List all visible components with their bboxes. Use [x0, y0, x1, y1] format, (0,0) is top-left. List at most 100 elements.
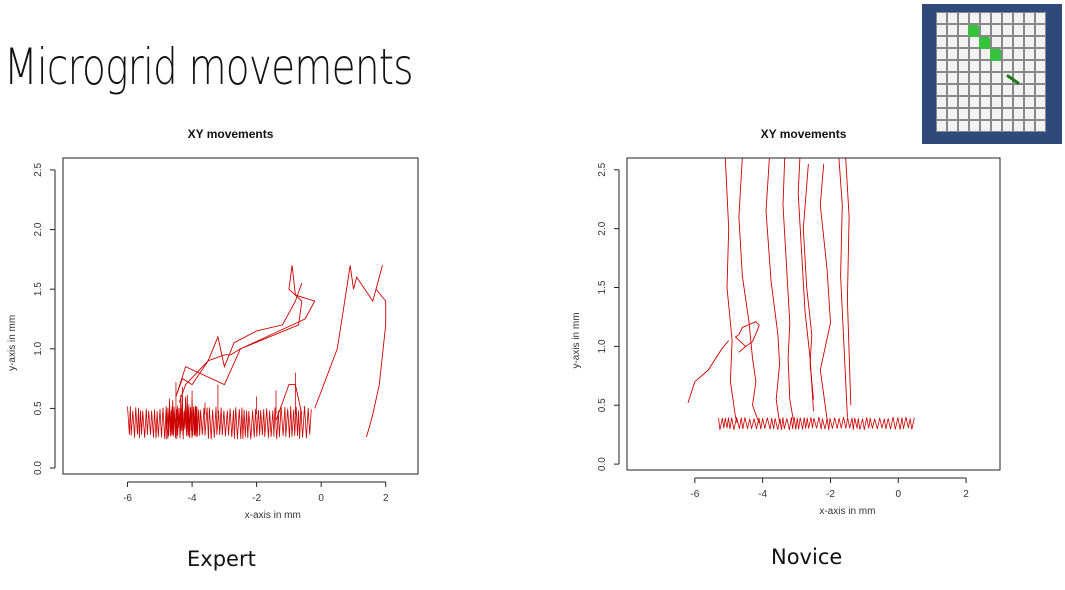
thumbnail-cell: [1036, 37, 1045, 47]
thumbnail-cell: [959, 109, 968, 119]
trajectory-line: [802, 163, 814, 400]
trajectory-line: [765, 157, 781, 423]
plot-area: [127, 265, 387, 440]
thumbnail-highlight-cell: [990, 49, 1001, 61]
thumbnail-cell: [981, 49, 990, 59]
thumbnail-cell: [1014, 49, 1023, 59]
y-tick-label: 2.0: [597, 221, 608, 235]
trajectory-line: [275, 384, 303, 421]
thumbnail-cell: [948, 97, 957, 107]
trajectory-line: [782, 157, 794, 420]
thumbnail-cell: [1003, 85, 1012, 95]
thumbnail-cell: [1003, 61, 1012, 71]
thumbnail-cell: [937, 73, 946, 83]
thumbnail-cell: [937, 85, 946, 95]
thumbnail-cell: [1014, 109, 1023, 119]
thumbnail-cell: [1014, 37, 1023, 47]
expert-chart-svg: XY movements -6 -4 -2 0 2 x-axis in mm 0.0 0.5 1.…: [7, 127, 419, 521]
thumbnail-cell: [1036, 25, 1045, 35]
slide-title: Microgrid movements: [4, 38, 414, 96]
thumbnail-cell: [959, 13, 968, 23]
y-tick-label: 1.0: [33, 341, 44, 355]
thumbnail-cell: [1003, 97, 1012, 107]
y-tick-label: 1.0: [597, 339, 608, 353]
thumbnail-cell: [1003, 37, 1012, 47]
y-tick-label: 0.0: [33, 461, 44, 475]
y-tick-label: 0.5: [597, 398, 608, 412]
thumbnail-cell: [948, 37, 957, 47]
thumbnail-cell: [1036, 85, 1045, 95]
thumbnail-cell: [1003, 121, 1012, 131]
thumbnail-cell: [970, 121, 979, 131]
thumbnail-cell: [992, 73, 1001, 83]
y-tick-label: 1.5: [597, 280, 608, 294]
trajectory-line: [734, 321, 760, 353]
thumbnail-highlight-cell: [968, 25, 979, 37]
thumbnail-cell: [992, 109, 1001, 119]
x-tick-label: -6: [690, 489, 699, 500]
thumbnail-cell: [970, 73, 979, 83]
thumbnail-cell: [992, 25, 1001, 35]
trajectory-line: [178, 283, 303, 403]
thumbnail-cell: [959, 61, 968, 71]
thumbnail-cell: [948, 109, 957, 119]
thumbnail-cell: [981, 13, 990, 23]
thumbnail-cell: [1025, 121, 1034, 131]
thumbnail-cell: [948, 13, 957, 23]
thumbnail-cell: [970, 37, 979, 47]
thumbnail-cell: [981, 121, 990, 131]
thumbnail-cell: [970, 97, 979, 107]
thumbnail-cell: [970, 85, 979, 95]
thumbnail-cell: [981, 109, 990, 119]
trajectory-line: [314, 265, 387, 438]
thumbnail-cell: [992, 97, 1001, 107]
pointer-icon: [1006, 74, 1020, 85]
novice-caption: Novice: [771, 545, 843, 569]
novice-chart: XY movements -6 -4 -2 0 2 x-axis in mm 0.0 0.5 1.…: [571, 118, 1010, 538]
thumbnail-cell: [959, 85, 968, 95]
thumbnail-cell: [1025, 73, 1034, 83]
x-tick-label: -6: [123, 493, 132, 504]
thumbnail-cell: [1036, 49, 1045, 59]
x-axis-label: x-axis in mm: [245, 510, 301, 521]
thumbnail-cell: [959, 97, 968, 107]
trajectory-line: [838, 157, 848, 418]
x-tick-label: -4: [188, 493, 197, 504]
thumbnail-cell: [1025, 37, 1034, 47]
x-tick-label: -2: [252, 493, 261, 504]
thumbnail-cell: [1036, 61, 1045, 71]
thumbnail-cell: [1036, 13, 1045, 23]
thumbnail-cell: [981, 61, 990, 71]
thumbnail-cell: [1025, 49, 1034, 59]
thumbnail-cell: [948, 25, 957, 35]
thumbnail-cell: [948, 49, 957, 59]
thumbnail-cell: [1003, 25, 1012, 35]
thumbnail-cell: [1014, 121, 1023, 131]
trajectory-line: [819, 163, 831, 420]
thumbnail-cell: [1014, 85, 1023, 95]
thumbnail-cell: [1025, 85, 1034, 95]
expert-chart: XY movements -6 -4 -2 0 2 x-axis in mm 0.0 0.5 1.…: [7, 118, 428, 538]
thumbnail-cell: [937, 25, 946, 35]
x-tick-label: 0: [318, 493, 324, 504]
thumbnail-cell: [970, 61, 979, 71]
y-axis-label: y-axis in mm: [571, 312, 582, 368]
thumbnail-cell: [937, 37, 946, 47]
thumbnail-cell: [1003, 49, 1012, 59]
x-tick-label: -2: [826, 489, 835, 500]
thumbnail-cell: [1025, 61, 1034, 71]
thumbnail-cell: [992, 85, 1001, 95]
thumbnail-cell: [1003, 109, 1012, 119]
x-tick-label: 0: [895, 489, 901, 500]
x-tick-label: 2: [383, 493, 389, 504]
plot-box: [62, 157, 419, 475]
thumbnail-cell: [981, 85, 990, 95]
trajectory-line: [845, 157, 852, 406]
thumbnail-cell: [992, 121, 1001, 131]
chart-title: XY movements: [188, 127, 274, 141]
y-tick-label: 0.0: [597, 457, 608, 471]
thumbnail-cell: [1014, 61, 1023, 71]
thumbnail-cell: [992, 37, 1001, 47]
thumbnail-cell: [1025, 97, 1034, 107]
thumbnail-cell: [970, 109, 979, 119]
